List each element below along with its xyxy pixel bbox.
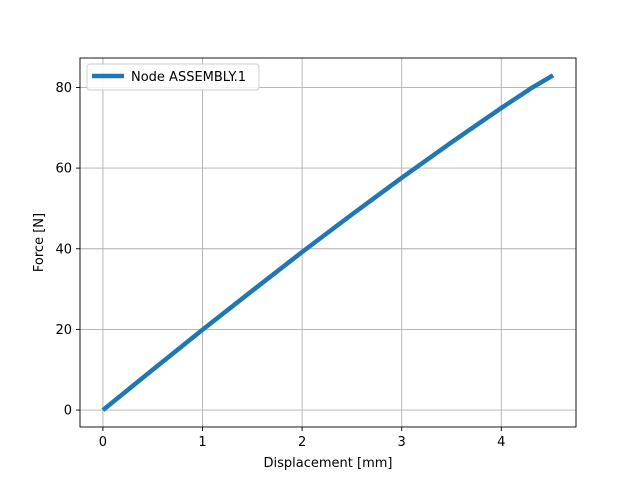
plot-frame <box>79 57 577 428</box>
series-layer <box>101 73 555 412</box>
y-tick-label: 0 <box>64 404 72 419</box>
series-line-node-assembly-1 <box>101 73 555 412</box>
y-tick-label: 60 <box>55 162 72 177</box>
legend-box <box>86 63 260 91</box>
x-axis-label: Displacement [mm] <box>264 456 393 471</box>
legend-entry-node-assembly-1: Node ASSEMBLY.1 <box>131 70 246 85</box>
y-tick-label: 40 <box>55 242 72 257</box>
y-tick-label: 20 <box>55 323 72 338</box>
x-tick-label: 2 <box>298 435 306 450</box>
y-tick-label: 80 <box>55 81 72 96</box>
x-tick-label: 3 <box>398 435 406 450</box>
legend: Node ASSEMBLY.1 <box>86 63 260 91</box>
grid <box>80 58 576 427</box>
x-tick-label: 4 <box>497 435 505 450</box>
x-tick-label: 1 <box>198 435 206 450</box>
x-tick-label: 0 <box>99 435 107 450</box>
y-axis-label: Force [N] <box>32 213 47 272</box>
